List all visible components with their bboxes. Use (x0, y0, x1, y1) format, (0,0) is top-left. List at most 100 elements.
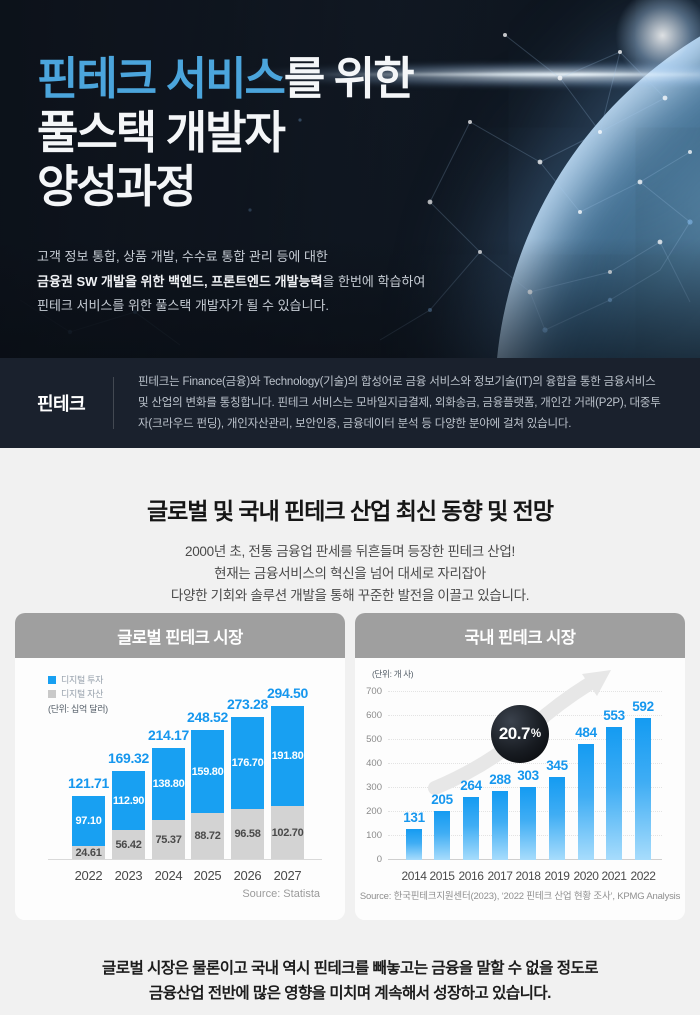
chart-cards: 글로벌 핀테크 시장 디지털 투자 디지털 자산 (단위: 십억 달러) (15, 613, 685, 920)
hero-title-rest: 를 위한 (283, 53, 415, 104)
x-axis-label: 2014 (401, 869, 427, 883)
bar-segment-digital-invest: 191.80 (271, 706, 304, 806)
x-axis-label: 2022 (74, 868, 103, 883)
x-axis-label: 2023 (114, 868, 143, 883)
section-subtext: 2000년 초, 전통 금융업 판세를 뒤흔들며 등장한 핀테크 산업! 현재는… (0, 541, 700, 607)
hero-desc-line2: 금융권 SW 개발을 위한 백엔드, 프론트엔드 개발능력을 한번에 학습하여 (37, 270, 425, 295)
stacked-bar: 273.28 176.70 96.58 2026 (227, 696, 268, 883)
definition-text: 핀테크는 Finance(금융)와 Technology(기술)의 합성어로 금… (138, 375, 661, 430)
bar-segment-digital-asset: 96.58 (231, 809, 264, 859)
y-axis-label: 500 (366, 734, 382, 745)
x-axis-label: 2027 (273, 868, 302, 883)
stacked-bar: 248.52 159.80 88.72 2025 (187, 709, 228, 883)
x-axis-label: 2015 (429, 869, 455, 883)
bar: 264 (460, 778, 482, 860)
bar-segment-digital-asset: 75.37 (152, 820, 185, 859)
bar: 131 (403, 810, 425, 860)
bar: 303 (517, 768, 539, 860)
bar: 592 (632, 699, 654, 860)
bar-value-label: 131 (403, 810, 425, 825)
legend-swatch-gray-icon (48, 689, 56, 698)
gridline (388, 691, 662, 692)
bar-value-label: 484 (575, 725, 597, 740)
x-axis-label: 2022 (630, 869, 656, 883)
subtext-line2: 현재는 금융서비스의 혁신을 넘어 대세로 자리잡아 (214, 566, 486, 581)
hero-banner: 핀테크 서비스를 위한 풀스택 개발자 양성과정 고객 정보 통합, 상품 개발… (0, 0, 700, 358)
bar: 288 (489, 772, 511, 860)
vertical-divider (113, 377, 114, 429)
hero-bottom-fade (0, 238, 700, 358)
legend-item-digital-invest: 디지털 투자 (48, 673, 103, 686)
x-axis-label: 2020 (573, 869, 599, 883)
stacked-bar: 169.32 112.90 56.42 2023 (108, 750, 149, 883)
bar-segment-digital-asset: 24.61 (72, 846, 105, 859)
bar-total-label: 294.50 (266, 685, 309, 701)
legend-item-digital-asset: 디지털 자산 (48, 687, 103, 700)
bar-segment-digital-invest: 112.90 (112, 771, 145, 830)
bar-total-label: 248.52 (186, 709, 229, 725)
hero-content: 핀테크 서비스를 위한 풀스택 개발자 양성과정 고객 정보 통합, 상품 개발… (37, 52, 425, 319)
source-citation: Source: Statista (242, 888, 320, 900)
closing-statement: 글로벌 시장은 물론이고 국내 역시 핀테크를 빼놓고는 금융을 말할 수 없을… (0, 956, 700, 1006)
bar-segment-digital-asset: 102.70 (271, 806, 304, 859)
bar-value-label: 205 (431, 792, 453, 807)
global-card-title: 글로벌 핀테크 시장 (15, 613, 345, 658)
hero-description: 고객 정보 통합, 상품 개발, 수수료 통합 관리 등에 대한 금융권 SW … (37, 245, 425, 319)
bar-total-label: 214.17 (147, 727, 190, 743)
hero-desc-line2-rest: 을 한번에 학습하여 (322, 273, 426, 289)
growth-badge-value: 20.7 (498, 724, 531, 743)
section-heading: 글로벌 및 국내 핀테크 산업 최신 동향 및 전망 (146, 498, 554, 524)
bar-segment-digital-invest: 176.70 (231, 717, 264, 809)
x-axis-label: 2018 (515, 869, 541, 883)
closing-line1: 글로벌 시장은 물론이고 국내 역시 핀테크를 빼놓고는 금융을 말할 수 없을… (102, 960, 598, 977)
bar-value-label: 345 (546, 758, 568, 773)
y-axis-label: 600 (366, 710, 382, 721)
x-axis-label: 2019 (544, 869, 570, 883)
x-axis-label: 2017 (487, 869, 513, 883)
hero-desc-line1: 고객 정보 통합, 상품 개발, 수수료 통합 관리 등에 대한 (37, 249, 328, 264)
y-axis-label: 0 (376, 854, 382, 865)
bar-total-label: 169.32 (107, 750, 150, 766)
definition-term-label: 핀테크 (37, 394, 86, 414)
x-axis-label: 2016 (458, 869, 484, 883)
source-citation: Source: 한국핀테크지원센터(2023), ‘2022 핀테크 산업 현황… (359, 891, 681, 902)
global-card-body: 디지털 투자 디지털 자산 (단위: 십억 달러) 121.71 97.10 24.… (15, 658, 345, 920)
y-axis-label: 100 (366, 830, 382, 841)
hero-desc-line3: 핀테크 서비스를 위한 풀스택 개발자가 될 수 있습니다. (37, 298, 330, 313)
bar: 205 (431, 792, 453, 860)
subtext-line1: 2000년 초, 전통 금융업 판세를 뒤흔들며 등장한 핀테크 산업! (185, 544, 515, 559)
hero-title-line1: 핀테크 서비스를 위한 (37, 52, 425, 106)
trend-section: 글로벌 및 국내 핀테크 산업 최신 동향 및 전망 2000년 초, 전통 금… (0, 448, 700, 1015)
growth-badge-suffix: % (530, 728, 542, 740)
korea-fintech-card: 국내 핀테크 시장 (단위: 개 사) 0 100 200 300 400 500 600 7… (355, 613, 685, 920)
growth-badge: 20.7% (491, 705, 549, 763)
x-axis-line (48, 859, 322, 860)
hero-desc-line2-bold: 금융권 SW 개발을 위한 백엔드, 프론트엔드 개발능력 (37, 273, 323, 289)
bar: 345 (546, 758, 568, 860)
hero-title-line3: 양성과정 (37, 161, 197, 212)
bar-segment-digital-invest: 138.80 (152, 748, 185, 820)
y-axis-label: 300 (366, 782, 382, 793)
bar-total-label: 121.71 (67, 775, 110, 791)
hero-title: 핀테크 서비스를 위한 풀스택 개발자 양성과정 (37, 52, 425, 214)
y-axis-label: 400 (366, 758, 382, 769)
chart-legend: 디지털 투자 디지털 자산 (48, 673, 103, 701)
bar: 553 (603, 708, 625, 860)
korea-card-title: 국내 핀테크 시장 (355, 613, 685, 658)
global-fintech-card: 글로벌 핀테크 시장 디지털 투자 디지털 자산 (단위: 십억 달러) (15, 613, 345, 920)
bar-value-label: 592 (632, 699, 654, 714)
hero-title-line2: 풀스택 개발자 (37, 107, 286, 158)
y-axis-label: 700 (366, 686, 382, 697)
bar-value-label: 553 (603, 708, 625, 723)
stacked-bar: 214.17 138.80 75.37 2024 (148, 727, 189, 883)
unit-label: (단위: 개 사) (372, 669, 414, 679)
stacked-bar: 294.50 191.80 102.70 2027 (267, 685, 308, 883)
closing-line2: 금융산업 전반에 많은 영향을 미치며 계속해서 성장하고 있습니다. (149, 985, 551, 1002)
x-axis-label: 2025 (193, 868, 222, 883)
x-axis-label: 2024 (154, 868, 183, 883)
global-chart-plot: 121.71 97.10 24.61 2022 169.32 112.90 56.42 202… (15, 658, 345, 883)
fintech-definition-strip: 핀테크 핀테크는 Finance(금융)와 Technology(기술)의 합성… (0, 358, 700, 448)
bar-segment-digital-invest: 97.10 (72, 796, 105, 846)
korea-card-body: (단위: 개 사) 0 100 200 300 400 500 600 700 131 2014 2… (355, 658, 685, 920)
